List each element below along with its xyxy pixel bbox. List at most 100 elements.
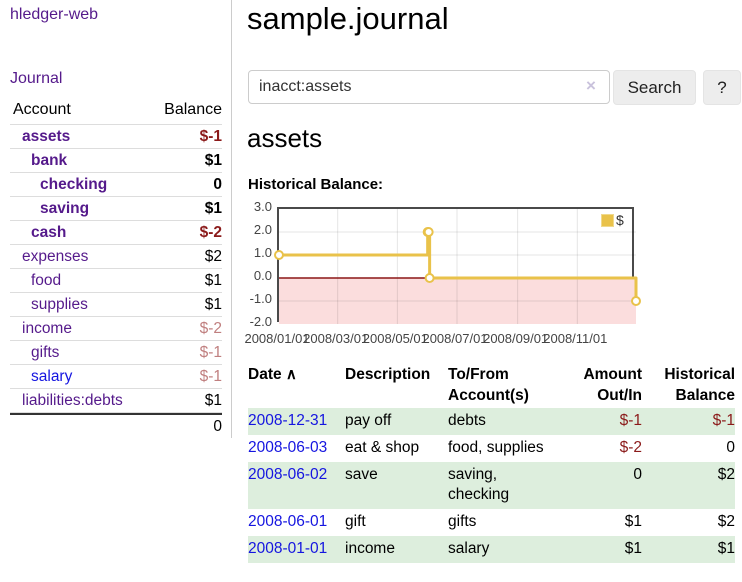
- transaction-date-link[interactable]: 2008-06-01: [248, 513, 328, 530]
- account-balance: $-1: [147, 365, 222, 389]
- sidebar-account-link[interactable]: checking: [40, 176, 108, 193]
- sidebar-account-link[interactable]: expenses: [22, 248, 89, 265]
- account-row: checking 0: [10, 173, 222, 197]
- transaction-row[interactable]: 2008-06-01 gift gifts $1 $2: [248, 509, 735, 536]
- amount-cell: 0: [633, 466, 642, 483]
- search-button[interactable]: Search: [613, 70, 696, 105]
- sidebar-account-link[interactable]: food: [31, 272, 62, 289]
- amount-column-header[interactable]: Amount Out/In: [561, 362, 642, 408]
- sidebar: hledger-web Journal Account Balance asse…: [0, 0, 232, 438]
- app-brand-link[interactable]: hledger-web: [10, 6, 99, 23]
- account-heading: assets: [247, 123, 323, 153]
- sidebar-account-link[interactable]: cash: [31, 224, 67, 241]
- accounts-total-row: 0: [10, 413, 222, 438]
- transaction-date-link[interactable]: 2008-06-02: [248, 466, 328, 483]
- account-balance: $2: [147, 245, 222, 269]
- x-axis-tick-label: 2008/01/01: [244, 331, 310, 346]
- accounts-cell: debts: [448, 412, 486, 429]
- account-balance: 0: [147, 173, 222, 197]
- amount-cell: $1: [624, 540, 642, 557]
- description-column-header[interactable]: Description: [345, 362, 448, 408]
- transaction-date-link[interactable]: 2008-06-03: [248, 439, 328, 456]
- x-axis-tick-label: 2008/11/01: [543, 331, 608, 346]
- account-row: food $1: [10, 269, 222, 293]
- account-balance: $1: [147, 269, 222, 293]
- accounts-cell: salary: [448, 540, 490, 557]
- account-name-cell: gifts: [10, 341, 148, 365]
- date-cell: 2008-12-31: [248, 408, 345, 435]
- account-name-cell: supplies: [10, 293, 148, 317]
- chart-title: Historical Balance:: [248, 176, 384, 193]
- account-name-cell: liabilities:debts: [10, 389, 148, 413]
- x-axis-tick-label: 2008/07/01: [422, 331, 488, 346]
- accounts-total-value: 0: [147, 413, 222, 438]
- y-axis-tick-label: -1.0: [249, 291, 272, 306]
- accounts-header-line2: Account(s): [448, 387, 529, 404]
- clear-search-icon[interactable]: ×: [586, 76, 596, 95]
- legend-swatch-icon: [601, 213, 614, 227]
- account-name-cell: food: [10, 269, 148, 293]
- accounts-header-line1: To/From: [448, 366, 509, 383]
- search-input[interactable]: [248, 70, 610, 104]
- date-column-header[interactable]: Date ∧: [248, 362, 345, 408]
- register-table: Date ∧ Description To/From Account(s) Am…: [248, 362, 735, 563]
- sidebar-account-link[interactable]: gifts: [31, 344, 60, 361]
- date-cell: 2008-06-02: [248, 462, 345, 509]
- balance-cell: $1: [717, 540, 735, 557]
- transaction-row[interactable]: 2008-06-03 eat & shop food, supplies $-2 0: [248, 435, 735, 462]
- balance-cell: 0: [726, 439, 735, 456]
- x-axis-tick-label: 2008/05/01: [362, 331, 428, 346]
- date-cell: 2008-01-01: [248, 536, 345, 563]
- balance-cell: $2: [717, 513, 735, 530]
- account-balance: $1: [147, 149, 222, 173]
- help-button[interactable]: ?: [703, 70, 741, 105]
- transaction-row[interactable]: 2008-12-31 pay off debts $-1 $-1: [248, 408, 735, 435]
- amount-header-line2: Out/In: [597, 387, 642, 404]
- y-axis-tick-label: 1.0: [253, 245, 272, 260]
- sidebar-item-journal[interactable]: Journal: [10, 70, 63, 87]
- account-name-cell: expenses: [10, 245, 148, 269]
- accounts-column-header[interactable]: To/From Account(s): [448, 362, 561, 408]
- sidebar-account-link[interactable]: liabilities:debts: [22, 392, 123, 409]
- account-balance: $1: [147, 197, 222, 221]
- sidebar-account-link[interactable]: bank: [31, 152, 68, 169]
- account-name-cell: salary: [10, 365, 148, 389]
- balance-cell: $2: [717, 466, 735, 483]
- sidebar-account-link[interactable]: salary: [31, 368, 73, 385]
- transaction-row[interactable]: 2008-06-02 save saving, checking 0 $2: [248, 462, 735, 509]
- description-cell: pay off: [345, 412, 392, 429]
- account-row: bank $1: [10, 149, 222, 173]
- description-cell: gift: [345, 513, 366, 530]
- sidebar-account-link[interactable]: saving: [40, 200, 90, 217]
- account-row: liabilities:debts $1: [10, 389, 222, 413]
- sidebar-account-link[interactable]: assets: [22, 128, 71, 145]
- chart-legend: $: [601, 212, 624, 228]
- account-name-cell: saving: [10, 197, 148, 221]
- y-axis-tick-label: 2.0: [253, 222, 272, 237]
- description-cell: eat & shop: [345, 439, 420, 456]
- accounts-table: Account Balance assets $-1 bank $1 checking 0…: [10, 98, 222, 438]
- transaction-row[interactable]: 2008-01-01 income salary $1 $1: [248, 536, 735, 563]
- account-row: income $-2: [10, 317, 222, 341]
- date-header-label: Date: [248, 366, 282, 383]
- transaction-date-link[interactable]: 2008-12-31: [248, 412, 328, 429]
- balance-column-header[interactable]: Historical Balance: [642, 362, 735, 408]
- date-cell: 2008-06-01: [248, 509, 345, 536]
- transaction-date-link[interactable]: 2008-01-01: [248, 540, 328, 557]
- balance-header-line2: Balance: [675, 387, 735, 404]
- account-row: assets $-1: [10, 125, 222, 149]
- account-name-cell: checking: [10, 173, 148, 197]
- amount-header-line1: Amount: [583, 366, 642, 383]
- sidebar-account-link[interactable]: supplies: [31, 296, 88, 313]
- chart-plot-area: [274, 207, 641, 324]
- account-row: expenses $2: [10, 245, 222, 269]
- accounts-cell: saving, checking: [448, 466, 510, 503]
- date-cell: 2008-06-03: [248, 435, 345, 462]
- x-axis-tick-label: 2008/09/01: [483, 331, 549, 346]
- sidebar-account-link[interactable]: income: [22, 320, 72, 337]
- account-row: cash $-2: [10, 221, 222, 245]
- account-name-cell: assets: [10, 125, 148, 149]
- account-balance: $1: [147, 389, 222, 413]
- legend-label: $: [616, 212, 624, 228]
- page-title: sample.journal: [247, 1, 449, 36]
